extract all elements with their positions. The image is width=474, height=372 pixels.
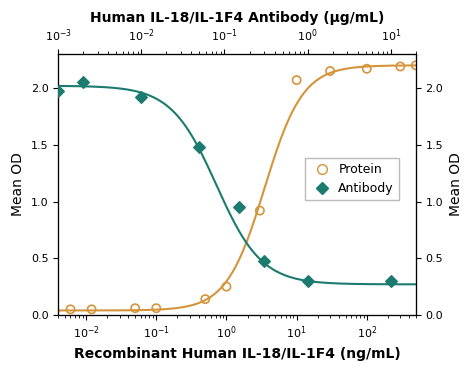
Point <box>235 204 243 210</box>
Point <box>326 68 334 74</box>
Point <box>196 144 203 150</box>
Point <box>55 89 62 94</box>
Point <box>427 284 434 290</box>
Legend: Protein, Antibody: Protein, Antibody <box>304 158 399 201</box>
Point <box>137 94 145 100</box>
Point <box>153 305 160 311</box>
X-axis label: Recombinant Human IL-18/IL-1F4 (ng/mL): Recombinant Human IL-18/IL-1F4 (ng/mL) <box>73 347 401 361</box>
Y-axis label: Mean OD: Mean OD <box>11 153 25 217</box>
Point <box>445 278 453 284</box>
Point <box>363 66 371 72</box>
Point <box>387 278 395 284</box>
Point <box>223 284 230 290</box>
Y-axis label: Mean OD: Mean OD <box>449 153 463 217</box>
Point <box>79 79 87 85</box>
Point <box>293 77 301 83</box>
Point <box>67 307 74 312</box>
Point <box>396 64 404 70</box>
Point <box>131 305 139 311</box>
Point <box>201 296 209 302</box>
Point <box>88 307 95 312</box>
Point <box>256 208 264 214</box>
Point <box>304 278 311 284</box>
Point <box>260 257 268 263</box>
Point <box>412 62 419 68</box>
X-axis label: Human IL-18/IL-1F4 Antibody (μg/mL): Human IL-18/IL-1F4 Antibody (μg/mL) <box>90 11 384 25</box>
